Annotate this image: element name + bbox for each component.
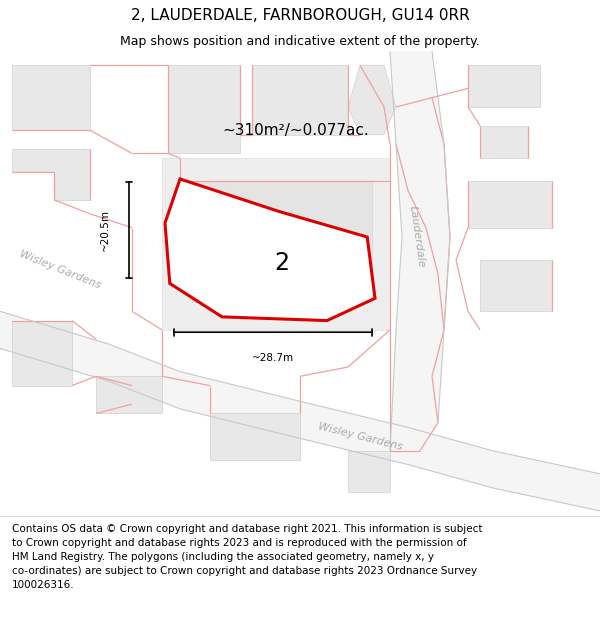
- Polygon shape: [252, 65, 348, 135]
- Polygon shape: [348, 65, 396, 135]
- Text: Contains OS data © Crown copyright and database right 2021. This information is : Contains OS data © Crown copyright and d…: [12, 524, 482, 591]
- Polygon shape: [168, 65, 240, 153]
- Polygon shape: [468, 65, 540, 107]
- Text: Lauderdale: Lauderdale: [407, 205, 427, 269]
- Text: Wisley Gardens: Wisley Gardens: [18, 249, 102, 291]
- Polygon shape: [480, 260, 552, 311]
- Polygon shape: [12, 321, 72, 386]
- Text: ~310m²/~0.077ac.: ~310m²/~0.077ac.: [222, 122, 369, 138]
- Polygon shape: [162, 158, 390, 330]
- Text: ~20.5m: ~20.5m: [100, 209, 110, 251]
- Polygon shape: [12, 149, 90, 200]
- Polygon shape: [210, 414, 300, 460]
- Text: Wisley Gardens: Wisley Gardens: [317, 421, 403, 452]
- Polygon shape: [12, 65, 90, 130]
- Text: ~28.7m: ~28.7m: [252, 352, 294, 362]
- Polygon shape: [96, 376, 162, 414]
- Text: 2, LAUDERDALE, FARNBOROUGH, GU14 0RR: 2, LAUDERDALE, FARNBOROUGH, GU14 0RR: [131, 8, 469, 23]
- Polygon shape: [192, 181, 372, 302]
- Polygon shape: [348, 451, 390, 493]
- Text: Map shows position and indicative extent of the property.: Map shows position and indicative extent…: [120, 34, 480, 48]
- Polygon shape: [468, 181, 552, 228]
- Polygon shape: [165, 179, 375, 321]
- Text: 2: 2: [275, 251, 290, 274]
- Polygon shape: [480, 126, 528, 158]
- Polygon shape: [0, 311, 600, 511]
- Polygon shape: [390, 51, 450, 451]
